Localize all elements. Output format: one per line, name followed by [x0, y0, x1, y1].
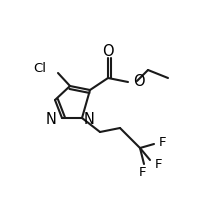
Text: F: F [158, 135, 166, 148]
Text: F: F [154, 159, 162, 171]
Text: O: O [133, 73, 145, 89]
Text: O: O [102, 44, 114, 58]
Text: N: N [84, 111, 95, 127]
Text: N: N [45, 111, 56, 127]
Text: Cl: Cl [33, 62, 46, 74]
Text: F: F [138, 166, 146, 179]
